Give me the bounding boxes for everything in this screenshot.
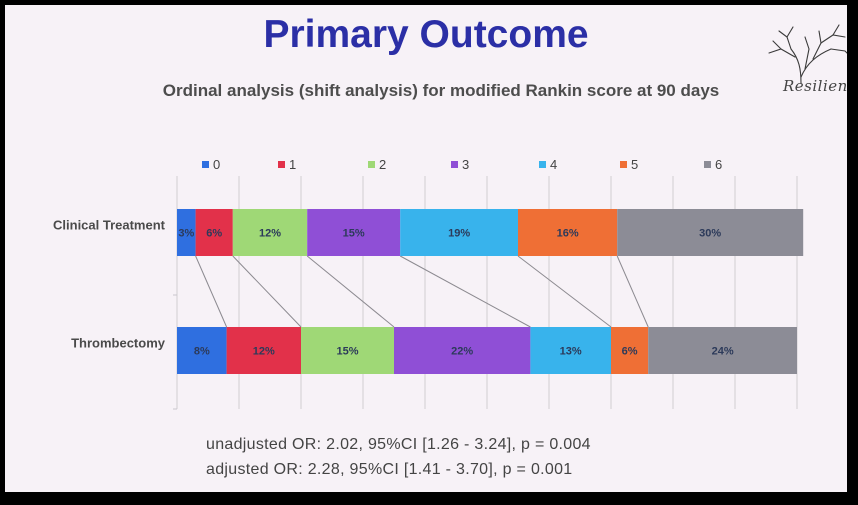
- bar-segment: [177, 327, 227, 374]
- bar-segment: [177, 209, 196, 256]
- data-label: 19%: [448, 228, 470, 240]
- legend-swatch: [620, 161, 627, 168]
- data-label: 22%: [451, 346, 473, 358]
- data-label: 13%: [560, 346, 582, 358]
- legend-swatch: [202, 161, 209, 168]
- bar-segment: [226, 327, 301, 374]
- legend-label: 2: [379, 157, 386, 172]
- bar-segment: [195, 209, 233, 256]
- slide-title: Primary Outcome: [263, 13, 589, 56]
- tree-logo-icon: [768, 24, 847, 84]
- bar-segment: [400, 209, 518, 256]
- connector-line: [517, 255, 612, 328]
- logo-text: Resilien: [783, 77, 847, 95]
- legend-label: 4: [550, 157, 557, 172]
- slide-subtitle: Ordinal analysis (shift analysis) for mo…: [162, 81, 720, 100]
- legend-swatch: [539, 161, 546, 168]
- bar-segment: [530, 327, 611, 374]
- connector-line: [306, 255, 395, 328]
- legend-label: 0: [213, 157, 220, 172]
- data-label: 6%: [206, 228, 222, 240]
- data-label: 16%: [557, 228, 579, 240]
- data-label: 6%: [622, 346, 638, 358]
- data-label: 12%: [259, 228, 281, 240]
- legend-label: 5: [631, 157, 638, 172]
- data-label: 24%: [712, 346, 734, 358]
- bar-segment: [394, 327, 531, 374]
- legend-swatch: [704, 161, 711, 168]
- legend-swatch: [278, 161, 285, 168]
- legend-swatch: [368, 161, 375, 168]
- bar-segment: [518, 209, 618, 256]
- legend-swatch: [451, 161, 458, 168]
- data-label: 30%: [699, 228, 721, 240]
- data-label: 3%: [178, 228, 194, 240]
- chart: 0 1 2 3 4 5 6 3% 6% 12% 15% 19% 16% 30% 8% 12% 15% 22% 13…: [53, 157, 804, 410]
- category-label: Thrombectomy: [71, 336, 166, 351]
- connector-line: [195, 255, 228, 328]
- connector-line: [232, 255, 302, 328]
- data-label: 15%: [343, 228, 365, 240]
- stat-unadjusted: unadjusted OR: 2.02, 95%CI [1.26 - 3.24]…: [206, 436, 591, 453]
- bar-segment: [232, 209, 308, 256]
- data-label: 15%: [336, 346, 358, 358]
- legend-label: 1: [289, 157, 296, 172]
- stat-adjusted: adjusted OR: 2.28, 95%CI [1.41 - 3.70], …: [206, 461, 573, 478]
- data-label: 8%: [194, 346, 210, 358]
- legend-label: 3: [462, 157, 469, 172]
- connector-line: [399, 255, 531, 328]
- connector-line: [616, 255, 649, 328]
- bar-segment: [648, 327, 797, 374]
- bar-segment: [617, 209, 804, 256]
- data-label: 12%: [253, 346, 275, 358]
- bar-segment: [611, 327, 649, 374]
- category-label: Clinical Treatment: [53, 218, 166, 233]
- bar-segment: [301, 327, 394, 374]
- bar-segment: [307, 209, 401, 256]
- slide: Primary Outcome Ordinal analysis (shift …: [5, 5, 847, 492]
- legend-label: 6: [715, 157, 722, 172]
